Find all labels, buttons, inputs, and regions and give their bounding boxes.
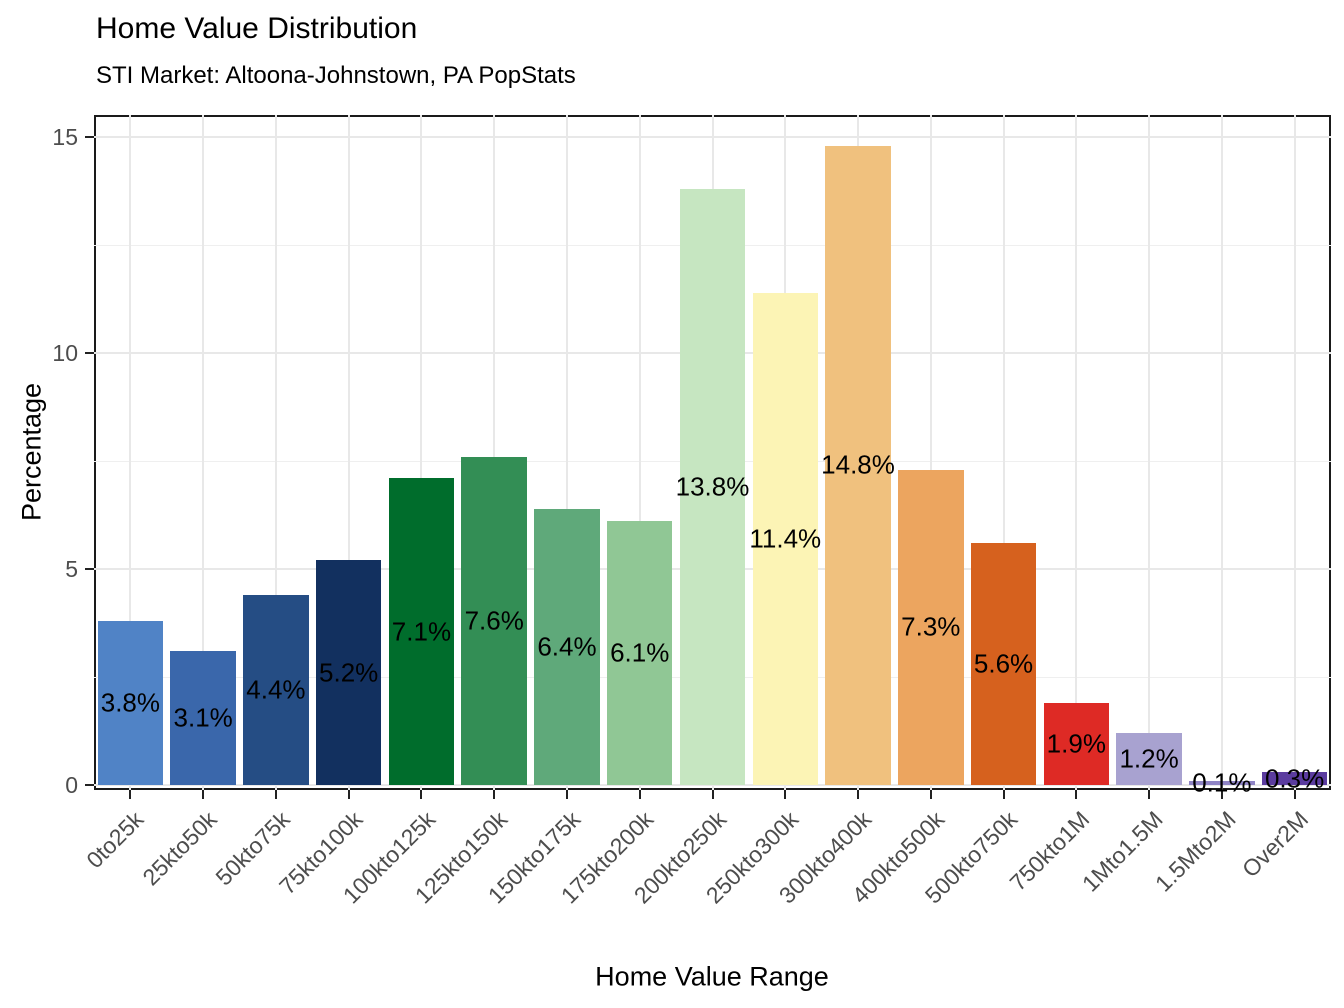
x-tick-mark bbox=[420, 790, 423, 799]
bar-label-100kto125k: 7.1% bbox=[391, 616, 452, 647]
bar-50kto75k bbox=[243, 594, 309, 785]
bar-100kto125k bbox=[388, 478, 455, 785]
bar-label-125kto150k: 7.6% bbox=[464, 605, 524, 636]
x-tick-mark bbox=[129, 790, 132, 799]
bar-label-500kto750k: 5.6% bbox=[973, 648, 1034, 679]
y-tick-label: 0 bbox=[65, 772, 78, 798]
y-tick-label: 5 bbox=[65, 556, 78, 582]
gridline-major-vertical bbox=[202, 115, 205, 790]
gridline-major-vertical bbox=[493, 115, 496, 790]
bar-Over2M bbox=[1261, 772, 1328, 785]
bar-label-200kto250k: 13.8% bbox=[675, 471, 750, 502]
bar-label-250kto300k: 11.4% bbox=[749, 523, 822, 554]
gridline-major-vertical bbox=[565, 115, 568, 790]
bar-200kto250k bbox=[679, 188, 746, 785]
x-tick-mark bbox=[929, 790, 932, 799]
x-tick-mark bbox=[1148, 790, 1151, 799]
bar-300kto400k bbox=[825, 145, 891, 785]
gridline-major-vertical bbox=[274, 115, 277, 790]
x-tick-mark bbox=[565, 790, 568, 799]
chart-panel: 3.8% 3.1% 4.4% 5.2% 7.1% 7.6% 6.4% 6.1% 13.8% 11.… bbox=[94, 115, 1331, 797]
bar-label-175kto200k: 6.1% bbox=[610, 637, 670, 668]
bar-125kto150k bbox=[461, 456, 527, 785]
x-tick-label-25kto50k: 25kto50k bbox=[137, 806, 222, 891]
bar-1Mto1.5M bbox=[1116, 733, 1182, 785]
x-tick-mark bbox=[1293, 790, 1296, 799]
chart-title: Home Value Distribution bbox=[96, 12, 418, 45]
x-tick-mark bbox=[347, 790, 350, 799]
gridline-major-vertical bbox=[1293, 115, 1296, 790]
bar-150kto175k bbox=[534, 508, 600, 785]
x-tick-mark bbox=[202, 790, 205, 799]
bar-1.5Mto2M bbox=[1189, 780, 1255, 785]
bar-400kto500k bbox=[898, 469, 964, 785]
bar-250kto300k bbox=[752, 292, 818, 785]
x-tick-mark bbox=[493, 790, 496, 799]
bar-75kto100k bbox=[315, 560, 382, 785]
bar-label-750kto1M: 1.9% bbox=[1046, 728, 1106, 759]
gridline-major-vertical bbox=[1148, 115, 1151, 790]
y-tick-mark bbox=[85, 352, 94, 354]
x-tick-mark bbox=[1075, 790, 1078, 799]
x-axis-title: Home Value Range bbox=[595, 961, 829, 992]
x-tick-mark bbox=[784, 790, 787, 799]
bar-label-400kto500k: 7.3% bbox=[901, 611, 961, 642]
x-tick-mark bbox=[857, 790, 860, 799]
bar-label-75kto100k: 5.2% bbox=[319, 657, 379, 688]
y-tick-mark bbox=[85, 568, 94, 570]
bar-label-1.5Mto2M: 0.1% bbox=[1192, 767, 1252, 798]
y-tick-mark bbox=[85, 784, 94, 786]
y-axis-title: Percentage bbox=[16, 382, 47, 522]
gridline-major-vertical bbox=[929, 115, 932, 790]
bar-25kto50k bbox=[170, 651, 236, 785]
x-tick-mark bbox=[274, 790, 277, 799]
gridline-major-vertical bbox=[1220, 115, 1223, 790]
bar-label-300kto400k: 14.8% bbox=[821, 449, 895, 480]
bar-175kto200k bbox=[606, 521, 673, 785]
chart-subtitle: STI Market: Altoona-Johnstown, PA PopSta… bbox=[96, 62, 576, 89]
bar-label-0to25k: 3.8% bbox=[100, 687, 161, 718]
gridline-major-vertical bbox=[420, 115, 423, 790]
y-tick-label: 10 bbox=[52, 340, 78, 366]
x-tick-label-Over2M: Over2M bbox=[1236, 806, 1313, 883]
bar-0to25k bbox=[97, 620, 164, 785]
bar-label-50kto75k: 4.4% bbox=[246, 674, 306, 705]
bar-label-25kto50k: 3.1% bbox=[173, 702, 233, 733]
bar-750kto1M bbox=[1043, 702, 1110, 785]
x-tick-mark bbox=[638, 790, 641, 799]
gridline-major-vertical bbox=[1075, 115, 1078, 790]
gridline-major-vertical bbox=[1002, 115, 1005, 790]
x-tick-mark bbox=[1220, 790, 1223, 799]
y-tick-label: 15 bbox=[52, 124, 78, 150]
x-tick-label-0to25k: 0to25k bbox=[81, 806, 149, 874]
gridline-major-vertical bbox=[638, 115, 641, 790]
gridline-major-vertical bbox=[129, 115, 132, 790]
bar-500kto750k bbox=[970, 543, 1037, 785]
bar-label-Over2M: 0.3% bbox=[1264, 763, 1325, 794]
x-tick-mark bbox=[1002, 790, 1005, 799]
gridline-major-vertical bbox=[347, 115, 350, 790]
bar-label-150kto175k: 6.4% bbox=[537, 631, 597, 662]
y-tick-mark bbox=[85, 136, 94, 138]
bar-label-1Mto1.5M: 1.2% bbox=[1119, 743, 1179, 774]
x-tick-mark bbox=[711, 790, 714, 799]
